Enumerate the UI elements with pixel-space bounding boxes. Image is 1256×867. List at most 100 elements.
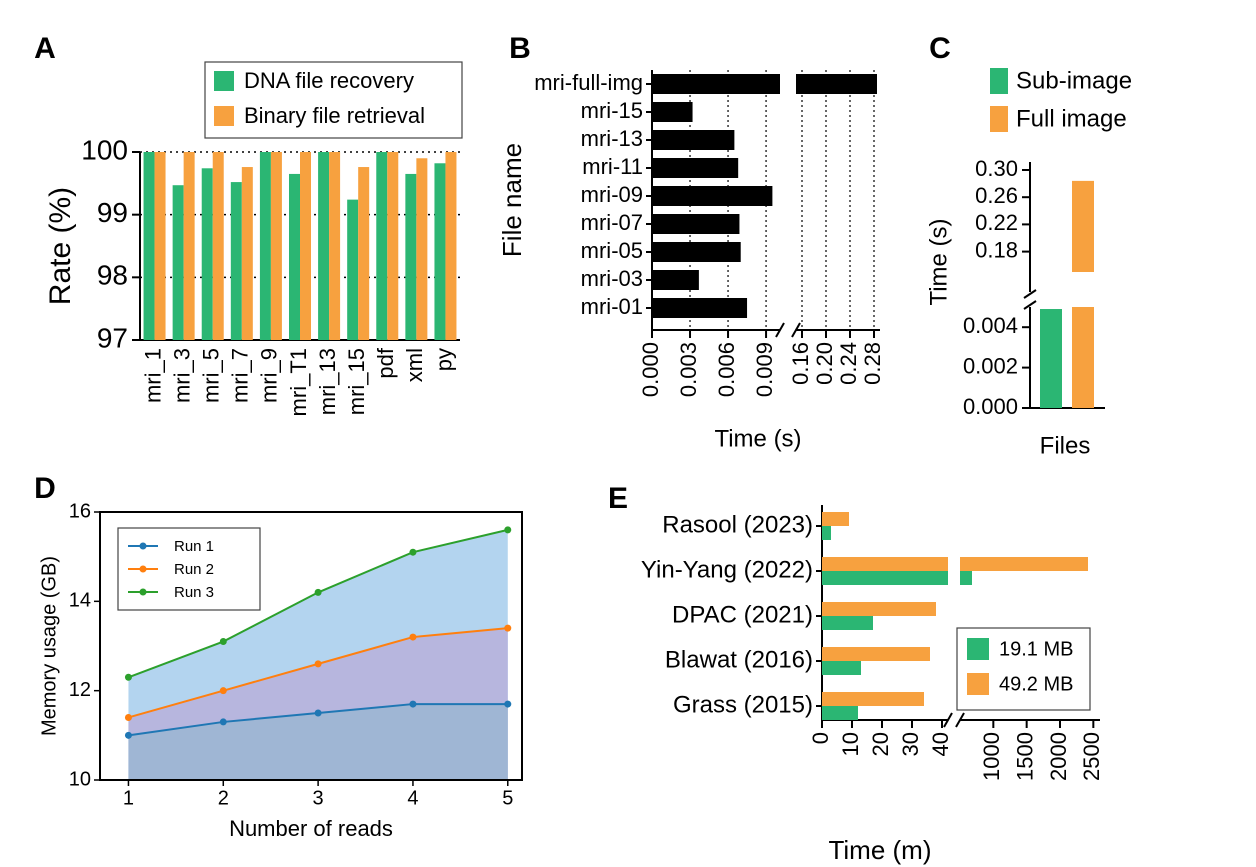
bar [358,167,370,340]
bar [1040,309,1062,408]
x-tick-label: 0.20 [812,342,837,385]
y-axis-title: Memory usage (GB) [38,556,60,736]
bar [347,199,359,340]
bar [822,602,936,616]
x-tick-label: 0.24 [836,342,861,385]
legend-label: Full image [1016,105,1127,132]
legend-swatch [967,638,989,660]
legend-label: Run 3 [174,584,214,601]
bar [318,152,330,340]
y-tick-label: Rasool (2023) [662,511,813,538]
bar [822,692,924,706]
x-tick-label: xml [402,348,427,382]
x-tick-label: 0.16 [788,342,813,385]
panel-letter: A [34,32,56,65]
y-tick-label: 100 [81,134,128,165]
x-tick-label: 0 [808,732,833,744]
y-axis-title: Time (s) [925,218,952,305]
y-tick-label: mri-03 [581,266,643,291]
x-tick-label: mri_15 [344,348,369,415]
x-axis-title: Files [1040,432,1091,459]
x-tick-label: mri_5 [199,348,224,403]
y-tick-label: 0.22 [975,210,1018,235]
bar [822,557,948,571]
panel-letter: B [509,32,531,65]
panel-letter: C [929,32,951,65]
axis-break [775,322,785,338]
bar [172,185,184,340]
y-tick-label: 0.18 [975,237,1018,262]
bar [212,152,224,340]
bar [259,152,271,340]
bar [1072,180,1094,272]
bar [387,152,399,340]
y-tick-label: 14 [69,590,91,612]
y-tick-label: 0.26 [975,183,1018,208]
legend-swatch [967,673,989,695]
bar [796,74,877,94]
bar [822,571,948,585]
x-tick-label: 5 [502,787,513,809]
y-tick-label: 0.004 [963,313,1018,338]
legend-swatch [990,68,1008,94]
bar [652,102,693,122]
x-tick-label: pdf [373,347,398,378]
x-tick-label: 1500 [1012,732,1037,781]
x-tick-label: 30 [898,732,923,756]
legend-label: DNA file recovery [244,68,414,93]
bar [822,661,861,675]
panel-letter: D [34,472,56,505]
bar [300,152,311,340]
bar [329,152,341,340]
x-tick-label: mri_7 [228,348,253,403]
x-tick-label: 0.28 [860,342,885,385]
x-axis-title: Number of reads [229,816,393,841]
legend-marker [139,565,147,573]
x-tick-label: mri_13 [315,348,340,415]
bar [652,130,735,150]
point [314,588,322,596]
x-tick-label: 2 [218,787,229,809]
bar [241,167,253,340]
y-tick-label: 12 [69,679,91,701]
point [504,526,512,534]
bar [652,158,739,178]
x-tick-label: 10 [838,732,863,756]
x-tick-label: 3 [313,787,324,809]
y-tick-label: 99 [97,197,128,228]
x-tick-label: mri_9 [257,348,282,403]
y-tick-label: 98 [97,260,128,291]
legend-swatch [214,71,234,91]
y-tick-label: 97 [97,322,128,353]
y-tick-label: mri-09 [581,182,643,207]
y-tick-label: 10 [69,768,91,790]
y-tick-label: 0.30 [975,156,1018,181]
legend-label: 49.2 MB [999,673,1073,695]
bar [822,647,930,661]
bar [822,512,849,526]
legend-label: Run 1 [174,538,214,555]
point [504,700,512,708]
bar [154,152,166,340]
bar [183,152,195,340]
bar [652,298,748,318]
x-tick-label: mri_1 [140,348,165,403]
y-tick-label: mri-05 [581,238,643,263]
y-tick-label: DPAC (2021) [672,601,813,628]
y-tick-label: 0.000 [963,394,1018,419]
legend-label: Run 2 [174,561,214,578]
axis-break [1023,289,1037,299]
point [124,673,132,681]
bar [960,571,972,585]
bar [405,173,417,340]
bar [960,557,1088,571]
x-axis-title: Time (m) [828,835,931,865]
x-tick-label: mri_3 [169,348,194,403]
y-axis-title: Rate (%) [44,187,77,305]
y-axis-title: File name [497,143,527,257]
bar [652,214,740,234]
x-tick-label: 2500 [1079,732,1104,781]
x-axis-title: Time (s) [714,425,801,452]
bar [822,526,831,540]
legend-label: Sub-image [1016,67,1132,94]
